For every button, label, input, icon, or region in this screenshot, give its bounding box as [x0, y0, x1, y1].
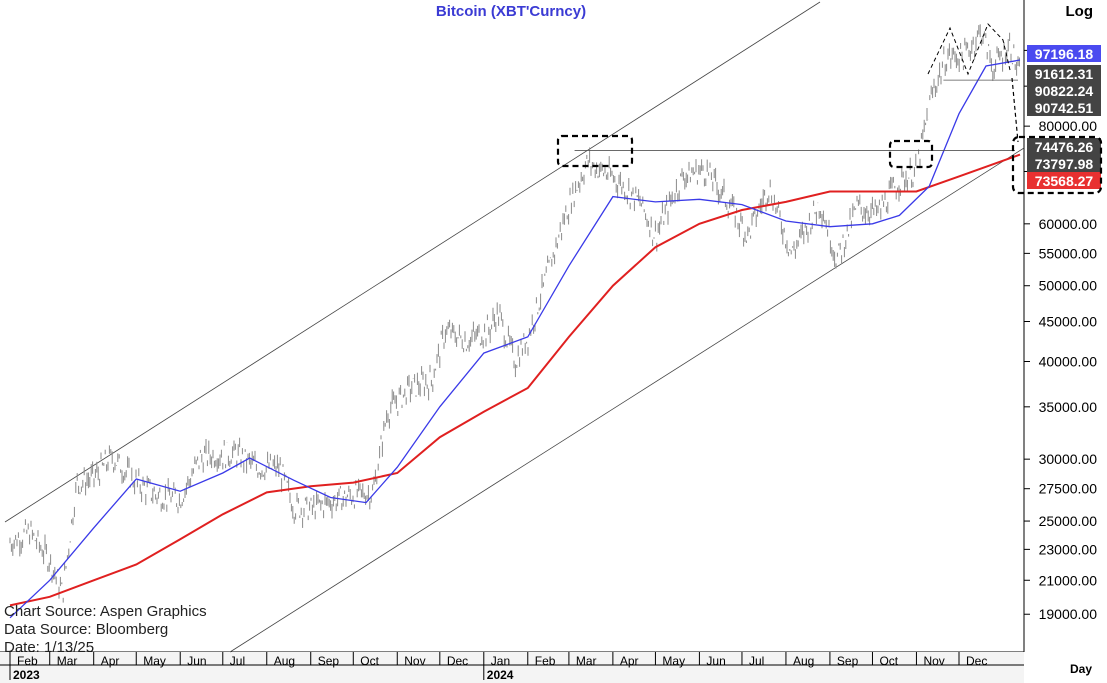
price-badge [1027, 65, 1101, 82]
x-month-label: Jul [749, 654, 764, 668]
price-badge-label: 73797.98 [1035, 156, 1094, 172]
price-badge [1027, 99, 1101, 116]
ma-short-line [9, 59, 1021, 619]
x-month-label: Oct [879, 654, 898, 668]
y-tick-label: 55000.00 [1039, 245, 1098, 261]
x-month-label: Nov [404, 654, 425, 668]
x-month-label: Aug [274, 654, 295, 668]
price-badge-label: 74476.26 [1035, 139, 1094, 155]
y-tick-label: 50000.00 [1039, 278, 1098, 294]
y-tick-label: 80000.00 [1039, 118, 1098, 134]
x-axis-band [0, 652, 1024, 683]
price-badge [1027, 155, 1101, 172]
source-line-date: Date: 1/13/25 [4, 639, 94, 656]
y-tick-label: 23000.00 [1039, 541, 1098, 557]
x-month-label: Sep [318, 654, 340, 668]
x-month-label: Jun [187, 654, 206, 668]
y-tick-label: 40000.00 [1039, 354, 1098, 370]
x-month-label: Aug [793, 654, 814, 668]
highlight-box-badges [1011, 135, 1103, 195]
price-badge-label: 91612.31 [1035, 66, 1094, 82]
x-month-label: Mar [57, 654, 78, 668]
price-badge [1027, 45, 1101, 62]
y-tick-label: 45000.00 [1039, 314, 1098, 330]
channel-upper-line [4, 1, 821, 523]
x-month-label: Jun [706, 654, 725, 668]
x-month-label: Jan [491, 654, 510, 668]
x-month-label: Oct [360, 654, 379, 668]
projection-arrow [1011, 77, 1019, 143]
source-line-data: Data Source: Bloomberg [4, 621, 168, 638]
x-month-label: Feb [535, 654, 556, 668]
y-tick-label: 25000.00 [1039, 513, 1098, 529]
x-month-label: Jul [230, 654, 245, 668]
x-month-label: Apr [101, 654, 120, 668]
plot-area [0, 0, 1024, 652]
price-badge-label: 90742.51 [1035, 100, 1094, 116]
y-tick-label: 35000.00 [1039, 399, 1098, 415]
highlight-box-march [556, 134, 634, 168]
x-month-label: Mar [576, 654, 597, 668]
x-month-label: Apr [620, 654, 639, 668]
x-month-label: May [143, 654, 166, 668]
price-badge-label: 73568.27 [1035, 173, 1094, 189]
price-badge [1027, 172, 1101, 189]
channel-lower-line [229, 147, 1025, 653]
y-tick-label: 60000.00 [1039, 216, 1098, 232]
period-label: Day [1070, 662, 1092, 676]
x-year-label: 2024 [487, 668, 514, 682]
x-month-label: Sep [837, 654, 859, 668]
y-tick-label: 30000.00 [1039, 451, 1098, 467]
x-month-label: Nov [923, 654, 944, 668]
price-badge-label: 90822.24 [1035, 83, 1094, 99]
y-tick-label: 21000.00 [1039, 572, 1098, 588]
source-line-chart: Chart Source: Aspen Graphics [4, 603, 207, 620]
x-month-label: May [662, 654, 685, 668]
highlight-box-november [888, 139, 934, 169]
x-year-label: 2023 [13, 668, 40, 682]
x-month-label: Dec [447, 654, 468, 668]
pattern-outline [927, 23, 1011, 76]
x-month-label: Dec [966, 654, 987, 668]
x-month-label: Feb [17, 654, 38, 668]
scale-label: Log [1066, 3, 1094, 20]
y-tick-label: 19000.00 [1039, 606, 1098, 622]
y-tick-label: 27500.00 [1039, 481, 1098, 497]
ma-long-line [9, 153, 1021, 607]
price-badge [1027, 82, 1101, 99]
price-badge [1027, 138, 1101, 155]
price-badge-label: 97196.18 [1035, 46, 1094, 62]
chart-title: Bitcoin (XBT'Curncy) [436, 3, 586, 20]
